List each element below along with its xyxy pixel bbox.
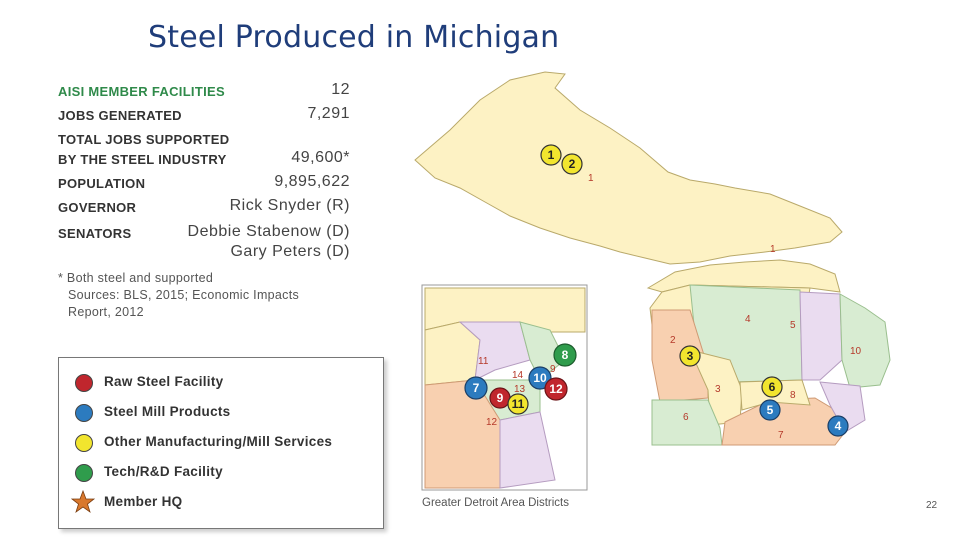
marker-number: 9 [497,391,504,405]
district-label: 1 [588,173,594,184]
marker-number: 1 [548,148,555,162]
legend-label: Tech/R&D Facility [104,464,223,479]
footnote-line: Sources: BLS, 2015; Economic Impacts [68,288,300,302]
district-detroit [819,381,866,433]
stat-value: Gary Peters (D) [230,243,350,260]
inset-district-label: 9 [550,364,556,375]
legend-item-mill-products: Steel Mill Products [71,401,376,423]
legend-label: Member HQ [104,494,183,509]
inset-district-label: 12 [486,417,498,428]
inset-caption: Greater Detroit Area Districts [422,497,569,509]
stat-row-total-jobs: TOTAL JOBS SUPPORTED [58,128,368,148]
marker-number: 2 [569,157,576,171]
district-label: 5 [790,320,796,331]
stat-label: SENATORS [58,226,132,241]
marker-number: 12 [549,382,563,396]
marker-number: 5 [767,403,774,417]
stat-row-steel-industry: BY THE STEEL INDUSTRY 49,600* [58,148,368,172]
upper-peninsula [414,71,843,265]
legend-label: Raw Steel Facility [104,374,224,389]
stat-value: Rick Snyder (R) [229,197,350,214]
district-10 [839,293,891,389]
blue-circle-icon [75,404,93,422]
district-6 [651,399,723,446]
stat-row-governor: GOVERNOR Rick Snyder (R) [58,196,368,222]
stat-value: 49,600* [291,149,350,166]
district-label: 3 [715,384,721,395]
green-circle-icon [75,464,93,482]
footnote-line: Report, 2012 [68,305,144,319]
stat-label: AISI MEMBER FACILITIES [58,84,225,99]
page-number: 22 [926,500,938,511]
stat-label: TOTAL JOBS SUPPORTED [58,132,230,147]
stats-table: AISI MEMBER FACILITIES 12 JOBS GENERATED… [58,80,368,266]
marker-yellow-icon [540,144,562,166]
marker-green-icon [553,343,577,367]
district-label: 2 [670,335,676,346]
marker-number: 10 [533,371,547,385]
stat-row-jobs: JOBS GENERATED 7,291 [58,104,368,128]
footnote-line: * Both steel and supported [58,271,214,285]
stat-row-senators: SENATORS Debbie Stabenow (D) [58,222,368,242]
marker-number: 8 [562,348,569,362]
red-circle-icon [75,374,93,392]
marker-number: 11 [512,397,525,411]
marker-number: 6 [769,380,776,394]
stat-label: POPULATION [58,176,146,191]
stat-value: Debbie Stabenow (D) [187,223,350,240]
legend-label: Steel Mill Products [104,404,231,419]
marker-blue-icon [464,376,488,400]
stat-value: 12 [331,81,350,98]
marker-blue-icon [759,399,781,421]
stat-value: 7,291 [307,105,350,122]
footnote: * Both steel and supported Sources: BLS,… [58,270,299,321]
inset-district-label: 13 [514,384,526,395]
inset-district-label: 11 [478,356,489,367]
stat-row-facilities: AISI MEMBER FACILITIES 12 [58,80,368,104]
stat-label: BY THE STEEL INDUSTRY [58,152,227,167]
map-legend: Raw Steel Facility Steel Mill Products O… [58,357,384,529]
district-label: 4 [745,314,751,325]
district-5 [799,291,843,381]
stat-label: GOVERNOR [58,200,137,215]
marker-number: 4 [835,419,842,433]
legend-item-other-manufacturing: Other Manufacturing/Mill Services [71,431,376,453]
district-label: 8 [790,390,796,401]
inset-district-label: 14 [512,370,524,381]
orange-star-icon [71,490,95,514]
marker-number: 3 [687,349,694,363]
marker-blue-icon [528,366,552,390]
stat-label: JOBS GENERATED [58,108,182,123]
stat-value: 9,895,622 [274,173,350,190]
legend-item-tech-rd: Tech/R&D Facility [71,461,376,483]
district-label: 6 [683,412,689,423]
marker-yellow-icon [761,376,783,398]
stat-row-population: POPULATION 9,895,622 [58,172,368,196]
district-label: 7 [778,430,784,441]
inset-district-14 [519,321,566,381]
district-label: 10 [850,346,862,357]
page-title: Steel Produced in Michigan [148,20,560,55]
legend-item-member-hq: Member HQ [71,490,376,514]
marker-blue-icon [827,415,849,437]
stat-row-senators-2: Gary Peters (D) [58,242,368,266]
marker-yellow-icon [507,393,529,415]
marker-yellow-icon [679,345,701,367]
marker-red-icon [544,377,568,401]
district-label: 1 [770,244,776,255]
yellow-circle-icon [75,434,93,452]
marker-number: 7 [473,381,480,395]
marker-yellow-icon [561,153,583,175]
michigan-district-map: 1 1 2 3 4 5 6 7 8 10 11 14 9 13 12 1 2 3… [414,71,891,509]
inset-region-south [499,411,556,489]
legend-label: Other Manufacturing/Mill Services [104,434,333,449]
legend-item-raw-steel: Raw Steel Facility [71,371,376,393]
